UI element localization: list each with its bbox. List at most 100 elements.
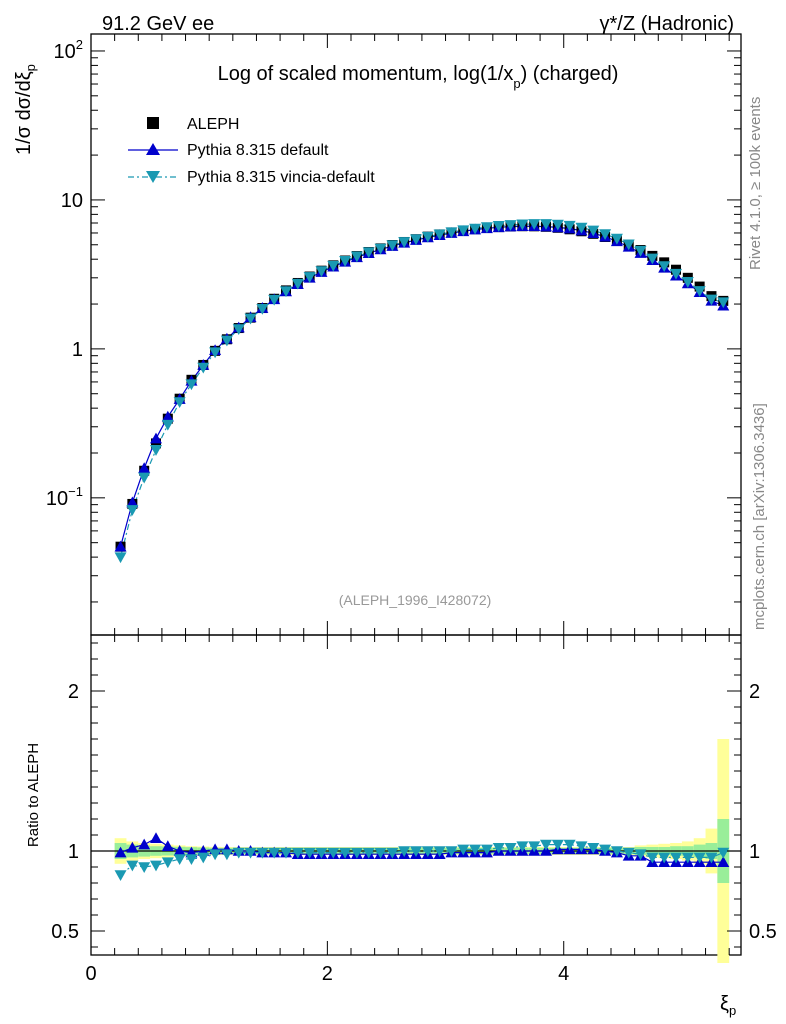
ratio-point-1 — [599, 844, 612, 856]
ratio-point-1 — [410, 846, 422, 857]
main-series-layer — [114, 219, 730, 564]
data-point-2 — [610, 233, 623, 245]
data-point-1 — [126, 496, 139, 508]
data-point-2 — [114, 552, 127, 564]
ratio-point-1 — [220, 849, 233, 861]
ratio-point-1 — [433, 846, 446, 857]
ratio-point-0 — [173, 845, 186, 856]
x-tick-labels: 0 2 4 — [85, 963, 569, 985]
ratio-ytick-label-right: 2 — [749, 681, 760, 703]
ratio-point-1 — [563, 839, 576, 851]
ratio-point-1 — [173, 854, 186, 865]
data-point-2 — [315, 266, 328, 278]
data-point-2 — [469, 223, 482, 235]
main-ytick-label: 10−1 — [46, 484, 83, 510]
legend-label-aleph: ALEPH — [187, 116, 239, 133]
data-point-1 — [114, 540, 127, 552]
data-point-2 — [303, 272, 316, 283]
ratio-point-1 — [386, 847, 399, 859]
ratio-point-1 — [350, 847, 363, 859]
header-right: γ*/Z (Hadronic) — [600, 13, 734, 35]
legend-marker-vincia — [146, 171, 160, 183]
ratio-point-1 — [445, 846, 458, 857]
analysis-watermark: (ALEPH_1996_I428072) — [339, 592, 492, 608]
main-axis-ticks — [90, 34, 741, 635]
legend-label-default: Pythia 8.315 default — [187, 142, 329, 159]
header-left: 91.2 GeV ee — [102, 13, 214, 35]
ratio-point-1 — [492, 843, 505, 854]
ratio-point-1 — [185, 854, 198, 865]
data-point-2 — [433, 229, 446, 241]
main-ytick-labels: 10−1 1 10 102 — [46, 37, 83, 510]
ratio-point-1 — [209, 849, 222, 861]
data-point-1 — [150, 432, 162, 444]
data-point-2 — [445, 227, 458, 239]
ratio-ytick-label-right: 1 — [749, 841, 760, 863]
ratio-point-1 — [705, 852, 718, 864]
data-point-2 — [339, 256, 352, 267]
ratio-ytick-labels: 0.5 0.5 1 1 2 2 — [51, 681, 777, 943]
ratio-point-1 — [268, 847, 281, 859]
ratio-point-1 — [339, 847, 352, 859]
legend-label-vincia: Pythia 8.315 vincia-default — [187, 169, 375, 186]
ratio-point-0 — [114, 846, 127, 858]
ratio-plot-frame — [90, 634, 742, 956]
main-ylabel: 1/σ dσ/dξp — [13, 64, 38, 155]
data-point-2 — [126, 505, 139, 516]
data-point-1 — [138, 462, 151, 474]
main-ytick-label: 10 — [61, 190, 83, 212]
ratio-point-1 — [681, 852, 694, 864]
data-point-2 — [551, 219, 564, 231]
mcplots-label: mcplots.cern.ch [arXiv:1306.3436] — [751, 403, 768, 630]
ratio-point-1 — [374, 847, 387, 859]
data-point-2 — [280, 286, 292, 298]
main-ytick-label: 1 — [72, 339, 83, 361]
x-tick-label: 0 — [85, 963, 96, 985]
data-point-2 — [220, 335, 233, 347]
ratio-point-1 — [114, 870, 127, 881]
ratio-point-1 — [457, 844, 470, 856]
ratio-point-1 — [646, 852, 659, 864]
ratio-point-1 — [256, 847, 269, 859]
ratio-point-1 — [551, 839, 564, 851]
plot-title: Log of scaled momentum, log(1/xp) (charg… — [218, 63, 619, 91]
ratio-axis-ticks — [90, 635, 741, 955]
ratio-point-1 — [610, 846, 623, 857]
main-ytick-label: 102 — [54, 37, 83, 63]
data-point-2 — [634, 245, 647, 257]
ratio-point-0 — [138, 838, 151, 850]
ratio-point-1 — [469, 844, 482, 856]
data-point-2 — [327, 260, 340, 272]
data-point-2 — [232, 324, 245, 335]
data-point-2 — [410, 234, 422, 246]
data-point-2 — [681, 277, 694, 288]
data-point-1 — [161, 410, 174, 422]
data-point-2 — [291, 278, 304, 290]
data-point-2 — [658, 261, 671, 273]
ratio-ylabel: Ratio to ALEPH — [25, 743, 42, 847]
data-point-2 — [516, 219, 529, 231]
ratio-point-0 — [161, 840, 174, 851]
rivet-label: Rivet 4.1.0, ≥ 100k events — [747, 97, 764, 270]
ratio-line-1 — [120, 843, 724, 876]
data-point-2 — [717, 297, 730, 309]
data-point-0 — [151, 438, 161, 449]
data-point-2 — [528, 219, 541, 230]
ratio-point-1 — [362, 847, 375, 859]
ratio-point-1 — [150, 860, 162, 872]
ratio-point-1 — [622, 847, 635, 859]
data-point-2 — [480, 222, 493, 234]
ratio-point-0 — [150, 832, 162, 843]
ratio-point-1 — [303, 847, 316, 859]
legend-marker-default — [146, 143, 160, 155]
data-point-2 — [173, 397, 186, 408]
legend: ALEPH Pythia 8.315 default Pythia 8.315 … — [128, 116, 375, 186]
data-point-2 — [575, 222, 588, 234]
data-point-2 — [670, 268, 682, 280]
ratio-point-1 — [161, 857, 174, 869]
data-point-2 — [350, 251, 363, 263]
ratio-point-1 — [126, 860, 139, 872]
ratio-point-1 — [327, 847, 340, 859]
ratio-ytick-label-left: 2 — [68, 681, 79, 703]
